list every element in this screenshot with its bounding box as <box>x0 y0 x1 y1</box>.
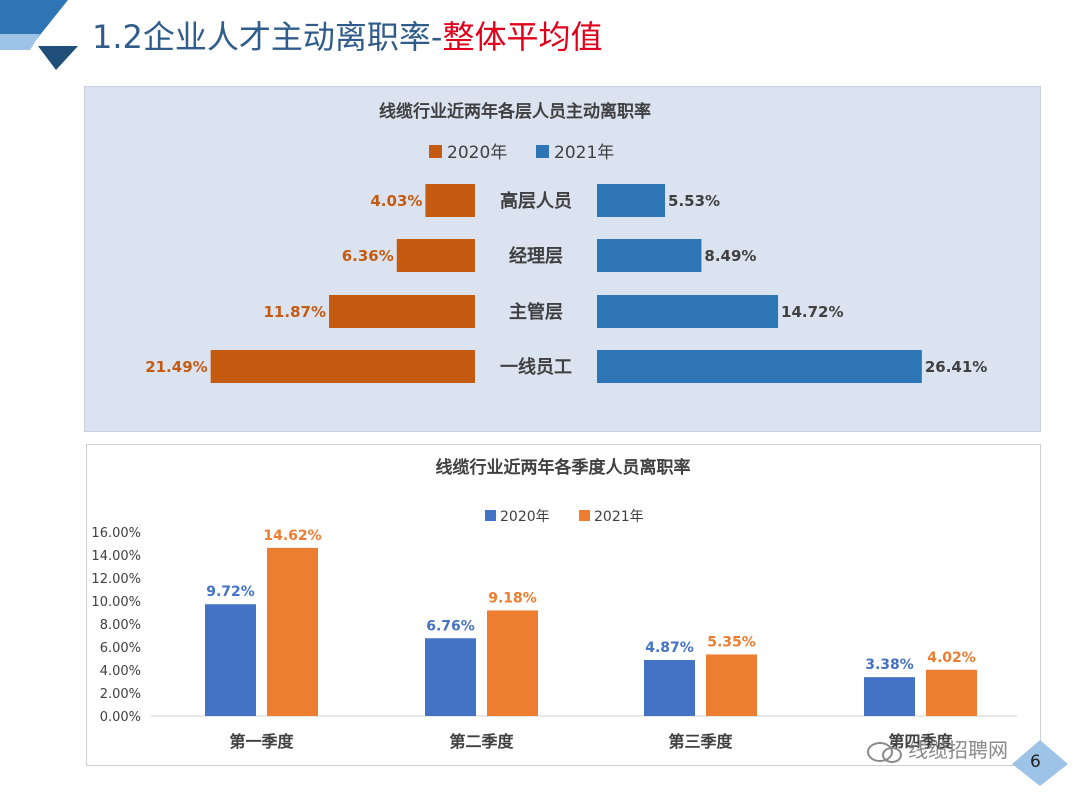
data-label-2020年: 6.76% <box>426 618 475 634</box>
bar-2020 <box>328 295 475 328</box>
wechat-icon <box>867 741 902 763</box>
x-tick-label: 第三季度 <box>668 732 733 751</box>
title-prefix: 1.2企业人才主动离职率- <box>92 18 443 56</box>
y-tick-label: 0.00% <box>100 710 141 725</box>
bar-2020年 <box>644 659 695 716</box>
y-tick-label: 16.00% <box>91 526 141 541</box>
legend-swatch-1 <box>536 145 549 158</box>
category-label: 高层人员 <box>500 190 572 212</box>
data-label-2021年: 5.35% <box>707 634 756 650</box>
title-highlight: 整体平均值 <box>442 18 603 56</box>
legend-label-0: 2020年 <box>500 509 550 525</box>
chart-panel-layers: 线缆行业近两年各层人员主动离职率 2020年 2021年高层人员 4.03% 5.53%… <box>84 86 1041 432</box>
data-label-2021年: 9.18% <box>488 590 537 606</box>
bar-2021 <box>597 350 922 383</box>
bar-2020年 <box>864 677 915 716</box>
y-tick-label: 4.00% <box>100 664 141 679</box>
data-label-2020: 6.36% <box>342 247 394 265</box>
quarter-bar-chart: 线缆行业近两年各季度人员离职率 2020年 2021年 16.00% 14.00% 12.… <box>91 457 1017 751</box>
data-label-2020年: 9.72% <box>206 584 255 600</box>
bar-2020年 <box>205 604 256 716</box>
x-tick-label: 第二季度 <box>449 732 514 751</box>
bar-2020年 <box>425 638 476 716</box>
y-tick-label: 2.00% <box>100 687 141 702</box>
bar-2021年 <box>487 610 538 716</box>
y-tick-label: 12.00% <box>91 572 141 587</box>
bar-2021年 <box>706 654 757 716</box>
y-tick-label: 10.00% <box>91 595 141 610</box>
chart-panel-quarters: 线缆行业近两年各季度人员离职率 2020年 2021年 16.00% 14.00% 12.… <box>86 444 1041 766</box>
data-label-2021: 14.72% <box>781 303 843 321</box>
data-label-2021: 26.41% <box>925 358 987 376</box>
data-label-2020: 11.87% <box>264 303 326 321</box>
x-tick-label: 第一季度 <box>229 732 294 751</box>
y-tick-label: 6.00% <box>100 641 141 656</box>
legend-swatch-0 <box>429 145 442 158</box>
chart-title: 线缆行业近两年各季度人员离职率 <box>436 457 691 478</box>
data-label-2021: 8.49% <box>704 247 756 265</box>
data-label-2020年: 3.38% <box>865 657 914 673</box>
bar-2021 <box>597 295 779 328</box>
chart-title: 线缆行业近两年各层人员主动离职率 <box>379 101 651 122</box>
y-tick-label: 14.00% <box>91 549 141 564</box>
corner-decoration <box>0 0 78 70</box>
data-label-2020年: 4.87% <box>645 640 694 656</box>
x-tick-label: 第四季度 <box>888 732 953 751</box>
bar-2021年 <box>267 547 318 716</box>
legend-swatch-0 <box>485 510 496 521</box>
watermark: 线缆招聘网 <box>866 734 1008 763</box>
category-label: 一线员工 <box>500 356 572 378</box>
bar-2020 <box>210 350 475 383</box>
data-label-2020: 4.03% <box>370 192 422 210</box>
watermark-text: 线缆招聘网 <box>908 738 1008 762</box>
legend-label-1: 2021年 <box>554 143 614 163</box>
bar-2021 <box>597 184 666 217</box>
legend-label-0: 2020年 <box>447 143 507 163</box>
page-title: 1.2企业人才主动离职率-整体平均值 <box>92 12 602 58</box>
bar-2020 <box>396 239 475 272</box>
legend-swatch-1 <box>579 510 590 521</box>
category-label: 主管层 <box>509 301 563 323</box>
y-tick-label: 8.00% <box>100 618 141 633</box>
legend-label-1: 2021年 <box>594 509 644 525</box>
data-label-2021: 5.53% <box>668 192 720 210</box>
data-label-2021年: 14.62% <box>263 528 321 544</box>
category-label: 经理层 <box>509 245 563 267</box>
data-label-2021年: 4.02% <box>927 650 976 666</box>
page-corner-icon <box>1012 740 1068 786</box>
bar-2021年 <box>926 669 977 716</box>
data-label-2020: 21.49% <box>145 358 207 376</box>
bar-2021 <box>597 239 702 272</box>
page-number: 6 <box>1030 752 1041 772</box>
bar-2020 <box>425 184 475 217</box>
